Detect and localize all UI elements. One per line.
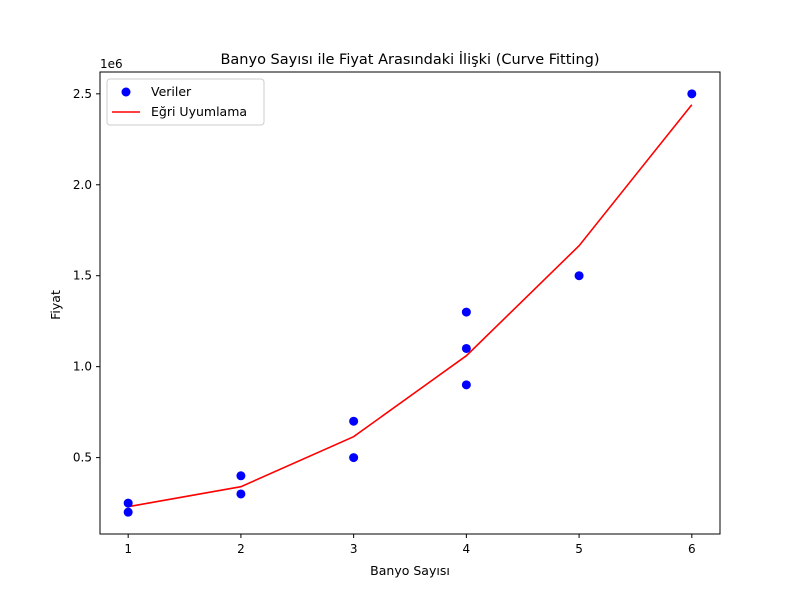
data-point	[687, 89, 697, 99]
legend-label-egri-uyumlama: Eğri Uyumlama	[151, 104, 247, 119]
x-tick-label: 2	[237, 542, 245, 556]
legend-label-veriler: Veriler	[151, 84, 192, 99]
axis-ticks: 1 2 3 4 5 6 0.5 1.0 1.5 2.0 2.5	[73, 87, 696, 556]
fit-curve-line	[128, 104, 693, 508]
y-axis-offset-label: 1e6	[100, 57, 123, 71]
legend-box	[106, 78, 265, 126]
data-point	[349, 453, 359, 463]
data-point	[236, 489, 246, 499]
data-point	[574, 271, 584, 281]
data-point	[461, 307, 471, 317]
data-point	[461, 343, 471, 353]
data-point	[236, 471, 246, 481]
y-axis-label: Fiyat	[48, 290, 63, 320]
y-tick-label: 1.5	[73, 269, 92, 283]
fit-curve-layer	[128, 104, 693, 508]
legend: Veriler Eğri Uyumlama	[106, 78, 265, 126]
y-tick-label: 2.0	[73, 178, 92, 192]
data-point	[461, 380, 471, 390]
x-tick-label: 4	[463, 542, 471, 556]
chart-title: Banyo Sayısı ile Fiyat Arasındaki İlişki…	[220, 50, 599, 68]
y-tick-label: 1.0	[73, 360, 92, 374]
scatter-points-layer	[123, 89, 697, 517]
x-tick-label: 6	[688, 542, 696, 556]
y-tick-label: 2.5	[73, 87, 92, 101]
plot-area-frame	[99, 71, 721, 535]
data-point	[123, 498, 133, 508]
x-axis-label: Banyo Sayısı	[370, 563, 450, 578]
x-tick-label: 3	[350, 542, 358, 556]
x-tick-label: 1	[124, 542, 132, 556]
y-tick-label: 0.5	[73, 451, 92, 465]
x-tick-label: 5	[575, 542, 583, 556]
data-point	[349, 416, 359, 426]
data-point	[123, 507, 133, 517]
legend-marker-veriler	[121, 87, 131, 97]
